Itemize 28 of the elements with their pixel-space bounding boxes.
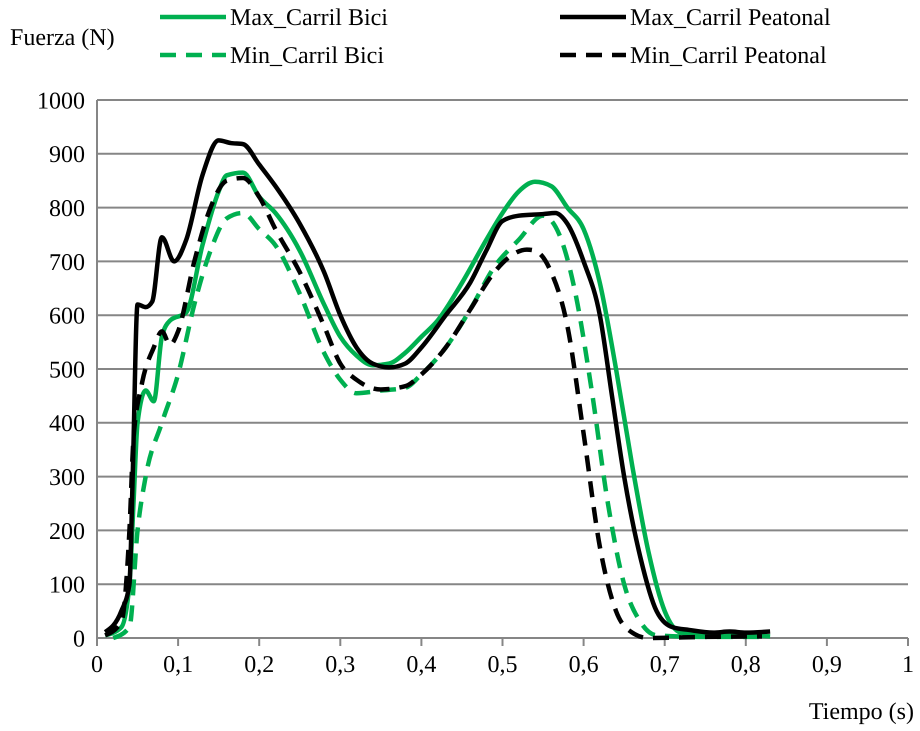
y-axis-title: Fuerza (N) [10,25,115,51]
y-tick-label: 0 [73,626,85,652]
legend-label: Max_Carril Peatonal [630,5,831,31]
x-tick-label: 0,5 [488,652,518,678]
x-tick-label: 0 [91,652,103,678]
x-tick-label: 1 [902,652,914,678]
y-tick-label: 800 [49,196,85,222]
y-tick-label: 300 [49,465,85,491]
x-tick-label: 0,7 [650,652,680,678]
x-tick-label: 0,9 [812,652,842,678]
x-tick-label: 0,6 [568,652,599,678]
legend-label: Max_Carril Bici [230,5,388,31]
y-tick-label: 400 [49,411,85,438]
y-tick-label: 900 [49,142,85,168]
x-tick-label: 0,4 [406,652,436,678]
y-tick-label: 100 [49,572,85,599]
x-tick-label: 0,2 [244,652,274,678]
y-tick-label: 200 [49,518,85,545]
legend-label: Min_Carril Bici [230,43,384,69]
y-tick-label: 600 [49,304,85,330]
y-tick-label: 1000 [37,88,85,114]
y-tick-label: 700 [49,250,85,276]
x-tick-label: 0,8 [730,652,761,678]
legend-label: Min_Carril Peatonal [630,43,827,69]
x-axis-title: Tiempo (s) [808,699,914,725]
x-tick-label: 0,3 [325,652,356,678]
y-tick-label: 500 [49,357,85,384]
x-tick-label: 0,1 [163,652,194,678]
